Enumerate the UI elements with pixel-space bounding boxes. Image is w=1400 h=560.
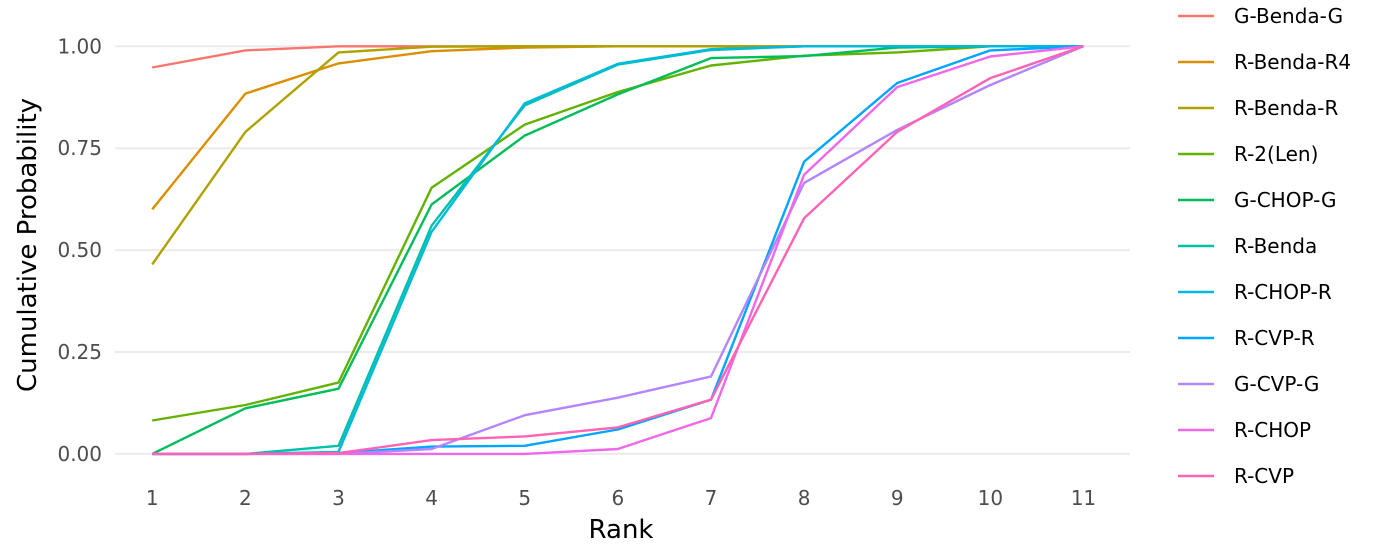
legend-label: R-CVP-R [1234,326,1315,350]
legend-label: R-2(Len) [1234,142,1318,166]
legend-label: R-Benda-R4 [1234,50,1351,74]
y-tick-label: 0.75 [57,136,102,160]
x-tick-label: 2 [239,486,252,510]
x-tick-label: 5 [518,486,531,510]
y-tick-label: 0.50 [57,238,102,262]
series-line-r-cvp [152,45,1084,456]
series-line-r-2-len- [152,45,1084,422]
y-axis-title: Cumulative Probability [13,98,43,392]
x-tick-label: 11 [1071,486,1096,510]
x-axis-title: Rank [589,515,654,545]
legend-label: R-Benda [1234,234,1317,258]
x-tick-label: 3 [332,486,345,510]
y-tick-label: 0.00 [57,442,102,466]
legend-label: R-CHOP-R [1234,280,1332,304]
x-tick-label: 4 [425,486,438,510]
series-lines [151,45,1084,456]
legend-label: R-CVP [1234,464,1294,488]
legend-label: G-Benda-G [1234,4,1343,28]
x-tick-label: 6 [611,486,624,510]
legend-label: R-CHOP [1234,418,1311,442]
x-tick-label: 10 [978,486,1003,510]
y-axis-ticks: 0.00 0.25 0.50 0.75 1.00 [57,34,102,466]
x-tick-label: 9 [891,486,904,510]
x-axis-ticks: 1 2 3 4 5 6 7 8 9 10 11 [146,486,1096,510]
legend: G-Benda-G R-Benda-R4 R-Benda-R R-2(Len) G-CH… [1178,4,1351,488]
y-tick-label: 0.25 [57,340,102,364]
y-tick-label: 1.00 [57,34,102,58]
legend-label: G-CVP-G [1234,372,1319,396]
legend-label: G-CHOP-G [1234,188,1337,212]
x-tick-label: 1 [146,486,159,510]
legend-label: R-Benda-R [1234,96,1338,120]
x-tick-label: 7 [705,486,718,510]
grid [115,45,1130,455]
x-tick-label: 8 [798,486,811,510]
